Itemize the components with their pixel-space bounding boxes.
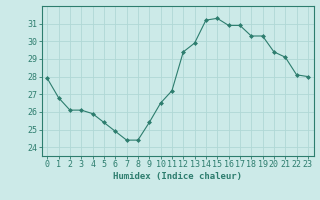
X-axis label: Humidex (Indice chaleur): Humidex (Indice chaleur) [113,172,242,181]
